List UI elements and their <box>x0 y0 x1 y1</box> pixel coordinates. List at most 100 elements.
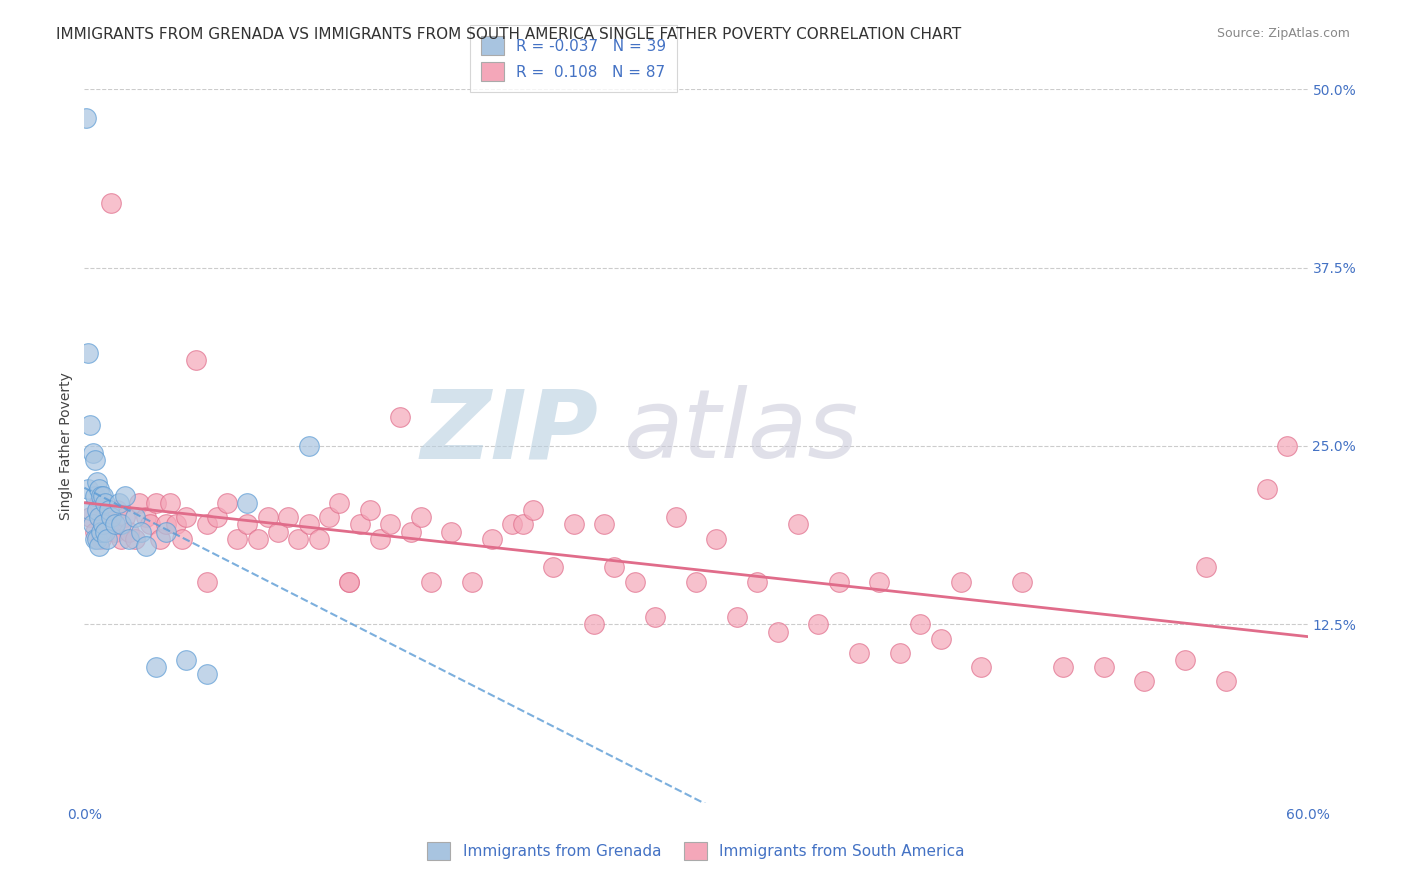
Point <box>86 532 108 546</box>
Point <box>593 517 616 532</box>
Point <box>389 410 412 425</box>
Point <box>172 532 194 546</box>
Point <box>79 510 101 524</box>
Point <box>93 496 115 510</box>
Point <box>118 524 141 539</box>
Point <box>131 524 153 539</box>
Point <box>766 624 789 639</box>
Point <box>349 517 371 532</box>
Point <box>114 489 136 503</box>
Point <box>399 524 422 539</box>
Text: atlas: atlas <box>623 385 858 478</box>
Point <box>440 524 463 539</box>
Point <box>87 496 110 510</box>
Point <box>226 532 249 546</box>
Point <box>807 617 830 632</box>
Point <box>145 660 167 674</box>
Point <box>195 574 218 589</box>
Point <box>87 482 110 496</box>
Point <box>155 524 177 539</box>
Point <box>114 510 136 524</box>
Text: Source: ZipAtlas.com: Source: ZipAtlas.com <box>1216 27 1350 40</box>
Point <box>75 111 97 125</box>
Point <box>86 475 108 489</box>
Point <box>1052 660 1074 674</box>
Legend: Immigrants from Grenada, Immigrants from South America: Immigrants from Grenada, Immigrants from… <box>422 836 970 866</box>
Point <box>267 524 290 539</box>
Y-axis label: Single Father Poverty: Single Father Poverty <box>59 372 73 520</box>
Point <box>869 574 891 589</box>
Point <box>1133 674 1156 689</box>
Point <box>135 510 157 524</box>
Point <box>747 574 769 589</box>
Point <box>409 510 432 524</box>
Point <box>217 496 239 510</box>
Point <box>87 510 110 524</box>
Point <box>83 532 105 546</box>
Point <box>100 196 122 211</box>
Point <box>77 346 100 360</box>
Point <box>82 517 104 532</box>
Point <box>90 532 112 546</box>
Point <box>522 503 544 517</box>
Point <box>79 503 101 517</box>
Point <box>124 532 146 546</box>
Point <box>339 574 361 589</box>
Point <box>93 524 115 539</box>
Point <box>298 517 321 532</box>
Point <box>236 496 259 510</box>
Point <box>87 539 110 553</box>
Text: IMMIGRANTS FROM GRENADA VS IMMIGRANTS FROM SOUTH AMERICA SINGLE FATHER POVERTY C: IMMIGRANTS FROM GRENADA VS IMMIGRANTS FR… <box>56 27 962 42</box>
Text: ZIP: ZIP <box>420 385 598 478</box>
Point <box>644 610 666 624</box>
Point <box>706 532 728 546</box>
Point <box>174 510 197 524</box>
Point <box>543 560 565 574</box>
Point <box>90 524 112 539</box>
Point <box>481 532 503 546</box>
Point <box>420 574 443 589</box>
Point <box>149 532 172 546</box>
Point <box>339 574 361 589</box>
Point <box>118 532 141 546</box>
Point <box>665 510 688 524</box>
Point <box>124 510 146 524</box>
Point <box>929 632 952 646</box>
Point <box>108 496 131 510</box>
Point <box>246 532 269 546</box>
Point <box>159 496 181 510</box>
Point <box>685 574 707 589</box>
Point <box>105 503 128 517</box>
Point <box>562 517 585 532</box>
Point <box>97 503 120 517</box>
Point <box>96 532 118 546</box>
Point <box>104 524 127 539</box>
Point <box>82 446 104 460</box>
Point <box>236 517 259 532</box>
Point <box>1011 574 1033 589</box>
Point <box>86 503 108 517</box>
Point <box>257 510 280 524</box>
Point <box>1277 439 1299 453</box>
Point <box>461 574 484 589</box>
Point <box>318 510 340 524</box>
Point <box>889 646 911 660</box>
Point <box>380 517 402 532</box>
Point <box>155 517 177 532</box>
Point <box>128 496 150 510</box>
Point <box>205 510 228 524</box>
Point <box>328 496 350 510</box>
Point <box>165 517 187 532</box>
Point <box>1174 653 1197 667</box>
Point <box>725 610 748 624</box>
Point <box>298 439 321 453</box>
Point <box>90 489 112 503</box>
Point <box>828 574 851 589</box>
Point <box>287 532 309 546</box>
Point <box>502 517 524 532</box>
Point <box>970 660 993 674</box>
Point <box>91 489 114 503</box>
Point <box>110 517 132 532</box>
Point <box>583 617 606 632</box>
Point <box>277 510 299 524</box>
